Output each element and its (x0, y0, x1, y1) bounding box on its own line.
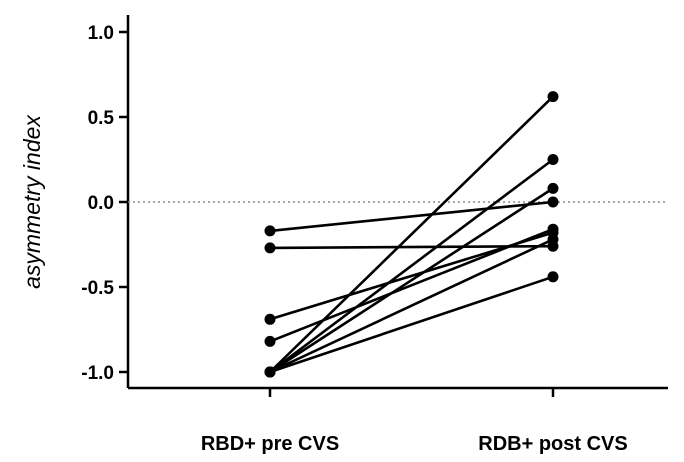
x-category-label: RBD+ pre CVS (201, 433, 339, 455)
paired-line (269, 238, 554, 374)
post-cvs-point (547, 271, 559, 283)
y-axis: 1.0 0.5 0.0 -0.5 -1.0 (81, 15, 130, 388)
y-axis-title: asymmetry index (19, 114, 45, 289)
paired-line (269, 95, 554, 373)
pre-cvs-point (264, 242, 276, 254)
y-tick-label: 0.5 (88, 108, 115, 129)
y-tick-label: -0.5 (81, 278, 114, 299)
x-category-label: RDB+ post CVS (478, 433, 627, 455)
pre-cvs-point (264, 313, 276, 325)
post-cvs-point (547, 154, 559, 165)
paired-line (269, 275, 554, 374)
pre-cvs-point (264, 225, 276, 237)
post-cvs-point (547, 233, 559, 245)
paired-line (269, 158, 554, 374)
x-axis: RBD+ pre CVS RDB+ post CVS (128, 386, 668, 455)
post-cvs-point (547, 196, 559, 208)
pre-cvs-point (264, 335, 276, 347)
post-cvs-point (547, 182, 559, 194)
y-tick-label: 1.0 (88, 23, 114, 44)
paired-line (269, 187, 554, 374)
paired-line (269, 227, 554, 343)
y-tick-label: 0.0 (88, 193, 114, 214)
paired-line (269, 200, 554, 233)
y-tick-label: -1.0 (81, 363, 114, 384)
post-cvs-point (547, 91, 559, 103)
post-cvs-point (547, 223, 559, 235)
pre-cvs-point (264, 366, 276, 378)
